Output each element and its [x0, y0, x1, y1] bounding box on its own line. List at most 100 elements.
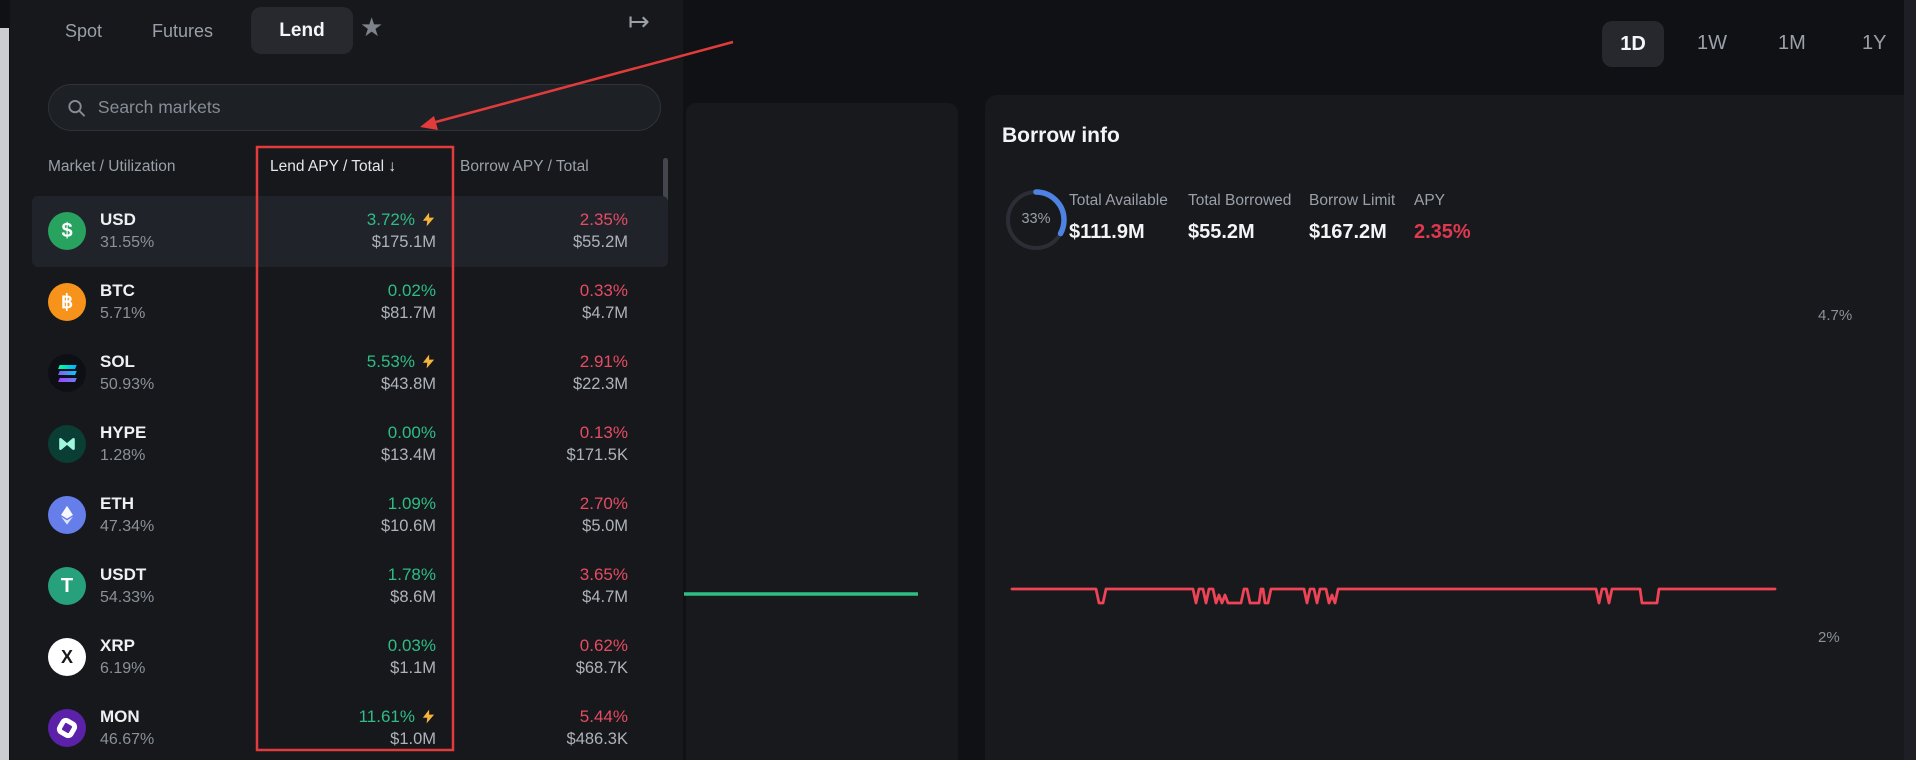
page-edge-scrollbar[interactable] [0, 28, 9, 760]
stat-borrow-limit: Borrow Limit $167.2M [1309, 191, 1395, 244]
lend-total: $1.0M [390, 730, 436, 748]
market-utilization: 50.93% [100, 376, 155, 393]
chart-axis-label-bottom: 2% [1818, 629, 1840, 646]
market-utilization: 5.71% [100, 305, 146, 322]
market-symbol: HYPE [100, 423, 147, 442]
lend-apy: 5.53% [366, 352, 415, 371]
stat-value: $111.9M [1069, 221, 1145, 243]
tab-futures[interactable]: Futures [152, 21, 214, 41]
borrow-apy: 0.13% [579, 423, 628, 442]
lend-apy: 0.03% [387, 636, 436, 655]
column-header-borrow-apy[interactable]: Borrow APY / Total [460, 158, 589, 175]
stat-value: 2.35% [1414, 221, 1471, 243]
boost-bolt-icon [422, 354, 435, 369]
hype-coin-icon [48, 425, 86, 463]
search-input[interactable] [97, 97, 642, 118]
lend-total: $1.1M [390, 659, 436, 677]
market-symbol: ETH [100, 494, 134, 513]
market-symbol: USDT [100, 565, 147, 584]
borrow-total: $5.0M [582, 517, 628, 535]
column-header-lend-apy[interactable]: Lend APY / Total ↓ [270, 158, 397, 175]
borrow-info-title: Borrow info [1002, 124, 1120, 147]
tab-lend[interactable]: Lend [251, 7, 353, 54]
borrow-total: $4.7M [582, 588, 628, 606]
time-button-1y[interactable]: 1Y [1862, 32, 1887, 54]
borrow-total: $171.5K [566, 446, 628, 464]
tab-spot[interactable]: Spot [65, 21, 103, 41]
right-edge-strip [1904, 0, 1916, 760]
borrow-apy: 0.62% [579, 636, 628, 655]
xrp-coin-icon: X [48, 638, 86, 676]
btc-coin-icon: ฿ [48, 283, 86, 321]
market-utilization: 1.28% [100, 447, 146, 464]
utilization-gauge [1005, 189, 1067, 251]
usdt-coin-icon: T [48, 567, 86, 605]
lend-apy: 3.72% [366, 210, 415, 229]
stat-label: Borrow Limit [1309, 192, 1396, 209]
lend-total: $13.4M [380, 446, 436, 464]
borrow-total: $22.3M [572, 375, 628, 393]
eth-coin-icon [48, 496, 86, 534]
lend-apy: 0.00% [387, 423, 436, 442]
search-markets-box[interactable] [48, 84, 661, 131]
markets-sidebar: Spot Futures Lend ★ ↦ Market / Utilizati… [10, 0, 683, 760]
lend-total: $43.8M [380, 375, 436, 393]
time-button-label: 1D [1620, 32, 1646, 55]
list-scrollbar-thumb[interactable] [663, 158, 668, 213]
boost-bolt-icon [422, 709, 435, 724]
stat-label: APY [1414, 192, 1446, 209]
borrow-apy: 2.35% [579, 210, 628, 229]
market-row-usd[interactable]: $ USD 31.55% 3.72% $175.1M 2.35% $55.2M [10, 196, 683, 267]
chart-axis-label-top: 4.7% [1818, 307, 1853, 324]
market-utilization: 54.33% [100, 589, 155, 606]
market-row-xrp[interactable]: X XRP 6.19% 0.03% $1.1M 0.62% $68.7K [10, 622, 683, 693]
lend-total: $8.6M [390, 588, 436, 606]
column-header-market[interactable]: Market / Utilization [48, 158, 176, 175]
lend-apy: 1.78% [387, 565, 436, 584]
lend-chart-panel [686, 103, 958, 760]
collapse-panel-icon[interactable]: ↦ [628, 6, 650, 36]
lend-total: $10.6M [380, 517, 436, 535]
borrow-apy: 0.33% [579, 281, 628, 300]
favorites-star-icon[interactable]: ★ [360, 12, 384, 42]
borrow-total: $68.7K [575, 659, 628, 677]
market-row-sol[interactable]: SOL 50.93% 5.53% $43.8M 2.91% $22.3M [10, 338, 683, 409]
borrow-total: $486.3K [566, 730, 628, 748]
borrow-total: $55.2M [572, 233, 628, 251]
borrow-apy: 5.44% [579, 707, 628, 726]
time-button-1d[interactable]: 1D [1602, 21, 1664, 67]
stat-label: Total Available [1069, 192, 1168, 209]
stat-total-available: Total Available $111.9M [1069, 191, 1168, 244]
stat-value: $167.2M [1309, 221, 1387, 243]
stat-value: $55.2M [1188, 221, 1255, 243]
market-symbol: BTC [100, 281, 135, 300]
lend-apy: 11.61% [358, 707, 415, 726]
borrow-total: $4.7M [582, 304, 628, 322]
time-button-1m[interactable]: 1M [1778, 32, 1806, 54]
market-symbol: USD [100, 210, 136, 229]
time-button-1w[interactable]: 1W [1697, 32, 1727, 54]
market-row-hype[interactable]: HYPE 1.28% 0.00% $13.4M 0.13% $171.5K [10, 409, 683, 480]
lend-apy: 1.09% [387, 494, 436, 513]
market-symbol: SOL [100, 352, 135, 371]
borrow-apy: 2.91% [579, 352, 628, 371]
lend-total: $175.1M [371, 233, 436, 251]
market-row-btc[interactable]: ฿ BTC 5.71% 0.02% $81.7M 0.33% $4.7M [10, 267, 683, 338]
tab-lend-label: Lend [279, 19, 325, 41]
market-row-mon[interactable]: MON 46.67% 11.61% $1.0M 5.44% $486.3K [10, 693, 683, 760]
market-utilization: 46.67% [100, 731, 155, 748]
market-utilization: 6.19% [100, 660, 146, 677]
markets-list: $ USD 31.55% 3.72% $175.1M 2.35% $55.2M … [10, 196, 683, 760]
market-symbol: MON [100, 707, 140, 726]
market-row-usdt[interactable]: T USDT 54.33% 1.78% $8.6M 3.65% $4.7M [10, 551, 683, 622]
sol-coin-icon [48, 354, 86, 392]
utilization-gauge-label: 33% [1021, 211, 1051, 227]
market-row-eth[interactable]: ETH 47.34% 1.09% $10.6M 2.70% $5.0M [10, 480, 683, 551]
market-symbol: XRP [100, 636, 135, 655]
lend-total: $81.7M [380, 304, 436, 322]
search-icon [68, 99, 85, 117]
mon-coin-icon [48, 709, 86, 747]
market-utilization: 31.55% [100, 234, 155, 251]
usd-coin-icon: $ [48, 212, 86, 250]
boost-bolt-icon [422, 212, 435, 227]
